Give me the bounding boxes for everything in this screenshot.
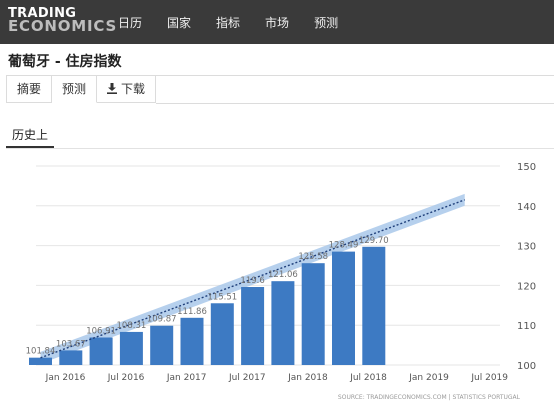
bar-label: 103.67 — [56, 339, 86, 349]
house-index-chart: 101.84103.67106.91108.31109.87111.86115.… — [26, 162, 536, 401]
bar — [241, 286, 265, 365]
bar-label: 109.87 — [147, 315, 177, 325]
bar — [59, 350, 83, 365]
section-divider — [6, 148, 554, 149]
y-tick-labels: 100 110 120 130 140 150 — [517, 162, 536, 372]
bar — [180, 317, 204, 365]
x-tick-label: Jul 2019 — [470, 373, 508, 383]
bar — [150, 325, 174, 365]
x-tick-label: Jan 2018 — [287, 373, 328, 383]
bar-label: 108.31 — [117, 321, 147, 331]
y-tick-label: 100 — [517, 361, 536, 372]
y-tick-label: 140 — [517, 202, 536, 213]
bar — [29, 357, 52, 365]
tab-bar-spacer — [156, 76, 554, 104]
subtab-underline — [6, 146, 54, 148]
nav-forecast[interactable]: 预测 — [314, 15, 339, 30]
nav-indicators[interactable]: 指标 — [216, 15, 241, 30]
x-tick-label: Jul 2017 — [228, 373, 266, 383]
bar — [332, 251, 355, 365]
page-title: 葡萄牙 - 住房指数 — [8, 54, 122, 70]
forecast-band — [40, 193, 465, 364]
bar — [89, 337, 113, 365]
y-tick-label: 150 — [517, 162, 536, 173]
logo-line2: ECONOMICS — [8, 17, 118, 35]
tab-forecast[interactable]: 预测 — [52, 76, 98, 103]
tab-forecast-label: 预测 — [62, 82, 87, 96]
logo-line1: TRADING — [8, 6, 77, 21]
x-tick-label: Jan 2019 — [408, 373, 449, 383]
bar-label: 119.6 — [240, 276, 264, 286]
x-tick-label: Jul 2016 — [107, 373, 145, 383]
tab-download-label: 下载 — [121, 82, 146, 96]
y-tick-label: 120 — [517, 281, 536, 292]
bar — [210, 303, 234, 365]
bar-label: 111.86 — [177, 307, 207, 317]
tab-summary-label: 摘要 — [17, 82, 42, 96]
nav-markets[interactable]: 市场 — [265, 15, 290, 30]
y-tick-label: 130 — [517, 242, 536, 253]
subtab-history[interactable]: 历史上 — [12, 128, 49, 142]
bar-label: 129.70 — [359, 236, 389, 246]
main-nav: 日历 国家 指标 市场 预测 — [118, 0, 363, 44]
bars — [29, 246, 386, 365]
bar — [362, 246, 386, 365]
nav-countries[interactable]: 国家 — [167, 15, 192, 30]
bar-label: 125.58 — [298, 252, 328, 262]
x-tick-labels: Jan 2016 Jul 2016 Jan 2017 Jul 2017 Jan 2018… — [45, 373, 509, 383]
x-tick-label: Jul 2018 — [349, 373, 387, 383]
forecast-band-layer — [40, 193, 465, 364]
top-bar: TRADING ECONOMICS 日历 国家 指标 市场 预测 — [0, 0, 554, 44]
forecast-line — [40, 199, 465, 359]
tab-bar: 摘要 预测 下载 — [6, 75, 554, 104]
x-tick-label: Jan 2017 — [166, 373, 207, 383]
bar-label: 101.84 — [26, 347, 56, 357]
tab-download[interactable]: 下载 — [97, 76, 157, 103]
bar — [301, 263, 325, 365]
download-icon — [107, 83, 118, 94]
source-note: SOURCE: TRADINGECONOMICS.COM | STATISTIC… — [338, 394, 521, 401]
nav-calendar[interactable]: 日历 — [118, 15, 143, 30]
forecast-line-layer — [40, 199, 465, 359]
y-tick-label: 110 — [517, 321, 536, 332]
bar-label: 115.51 — [207, 292, 237, 302]
bar-label: 128.49 — [329, 241, 359, 251]
bar-label: 121.06 — [268, 270, 298, 280]
logo[interactable]: TRADING ECONOMICS — [8, 6, 118, 35]
bar-label: 106.91 — [86, 326, 116, 336]
bar — [271, 281, 295, 365]
x-tick-label: Jan 2016 — [45, 373, 86, 383]
bar-labels: 101.84103.67106.91108.31109.87111.86115.… — [26, 236, 389, 357]
tab-summary[interactable]: 摘要 — [6, 76, 53, 103]
bar — [119, 331, 143, 365]
